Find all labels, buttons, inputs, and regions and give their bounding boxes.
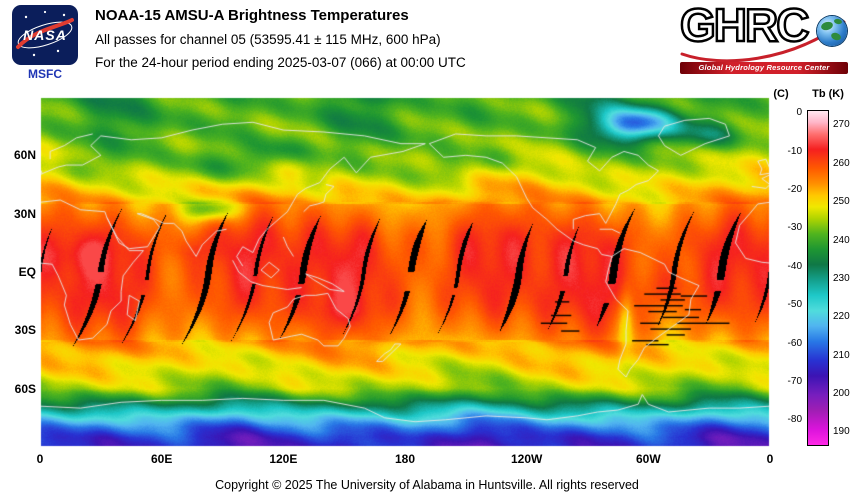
colorbar-celsius-tick: -70: [787, 375, 802, 387]
nasa-insignia-icon: [16, 10, 74, 57]
lon-label-0: 0: [36, 452, 44, 466]
lon-label-1: 60E: [150, 452, 173, 466]
lat-label-60S: 60S: [14, 381, 36, 396]
colorbar-celsius-tick: -50: [787, 299, 802, 311]
colorbar-kelvin-tick: 240: [833, 234, 850, 246]
colorbar-celsius-tick: -60: [787, 337, 802, 349]
colorbar-kelvin-tick: 220: [833, 311, 850, 323]
page-title: NOAA-15 AMSU-A Brightness Temperatures: [95, 7, 409, 24]
lon-label-2: 120E: [269, 452, 298, 466]
colorbar-gradient: [807, 110, 829, 446]
subtitle-channel: All passes for channel 05 (53595.41 ± 11…: [95, 32, 441, 47]
colorbar-celsius-tick: -40: [787, 260, 802, 272]
lon-label-5: 60W: [635, 452, 661, 466]
colorbar-kelvin-tick: 270: [833, 119, 850, 131]
colorbar-kelvin-tick: 190: [833, 426, 850, 438]
nasa-logo: NASA: [12, 5, 78, 65]
lon-label-4: 120W: [510, 452, 543, 466]
lat-label-60N: 60N: [13, 148, 36, 163]
colorbar-kelvin-tick: 260: [833, 157, 850, 169]
lat-label-30N: 30N: [13, 206, 36, 221]
globe-icon: [817, 16, 847, 46]
colorbar-kelvin-tick: 210: [833, 349, 850, 361]
colorbar-celsius-tick: 0: [796, 107, 802, 119]
title-block: NOAA-15 AMSU-A Brightness Temperatures A…: [95, 7, 466, 78]
msfc-label: MSFC: [28, 67, 62, 81]
ghrc-logo: GHRC Global Hydrology Resource Center: [678, 0, 850, 80]
colorbar-kelvin-tick: 230: [833, 272, 850, 284]
subtitle-period: For the 24-hour period ending 2025-03-07…: [95, 55, 466, 70]
lat-label-30S: 30S: [14, 323, 36, 338]
ghrc-tagline: Global Hydrology Resource Center: [680, 62, 848, 74]
colorbar-celsius-tick: -20: [787, 184, 802, 196]
colorbar-celsius-tick: -10: [787, 145, 802, 157]
footer-copyright: Copyright © 2025 The University of Alaba…: [215, 478, 639, 492]
colorbar-kelvin-tick: 250: [833, 196, 850, 208]
lon-label-6: 0: [766, 452, 774, 466]
lon-label-3: 180: [394, 452, 416, 466]
ghrc-wordmark: GHRC: [679, 0, 811, 52]
lat-label-EQ: EQ: [18, 265, 36, 279]
colorbar-celsius-tick: -30: [787, 222, 802, 234]
nasa-wordmark: NASA: [23, 27, 67, 43]
colorbar-kelvin-header: Tb (K): [812, 88, 844, 100]
brightness-temperature-map: [40, 97, 770, 447]
colorbar-celsius-header: (C): [773, 88, 789, 100]
colorbar-celsius-tick: -80: [787, 414, 802, 426]
colorbar-kelvin-tick: 200: [833, 388, 850, 400]
